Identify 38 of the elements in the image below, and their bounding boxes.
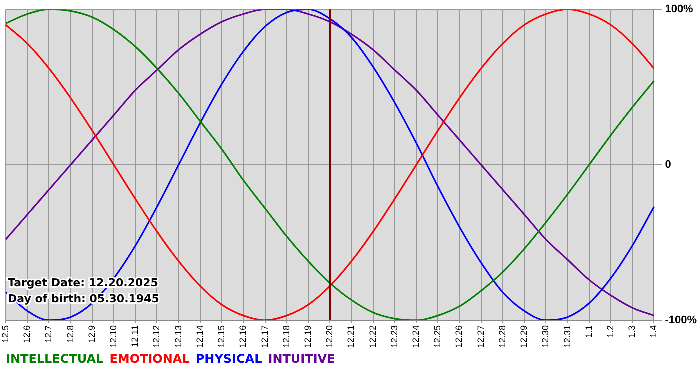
x-tick-label: 12.5 bbox=[0, 325, 10, 344]
text: EMOTIONAL bbox=[110, 352, 190, 366]
x-tick-label: 12.15 bbox=[216, 325, 227, 348]
x-tick-label: 12.11 bbox=[130, 325, 140, 348]
text: INTELLECTUAL bbox=[6, 352, 104, 366]
x-tick-label: 12.24 bbox=[411, 325, 422, 348]
x-tick-label: 12.12 bbox=[152, 325, 162, 348]
x-tick-label: 12.13 bbox=[173, 325, 184, 348]
x-tick-label: 12.20 bbox=[324, 325, 335, 348]
x-tick-label: 12.19 bbox=[302, 325, 313, 348]
x-tick-label: 12.28 bbox=[497, 325, 508, 348]
x-tick-label: 12.6 bbox=[22, 325, 32, 344]
x-tick-label: 12.10 bbox=[108, 325, 119, 348]
x-tick-label: 1.3 bbox=[627, 325, 638, 338]
y-tick-label: 0 bbox=[665, 159, 672, 172]
x-tick-label: 12.16 bbox=[238, 325, 248, 348]
text: PHYSICAL bbox=[196, 352, 262, 366]
x-tick-label: 12.31 bbox=[562, 325, 572, 348]
y-tick-label: -100% bbox=[665, 314, 698, 327]
x-tick-label: 12.29 bbox=[519, 325, 530, 348]
x-tick-label: 12.26 bbox=[454, 325, 464, 348]
x-tick-label: 12.14 bbox=[194, 325, 205, 348]
y-tick-label: 100% bbox=[665, 4, 694, 16]
x-tick-label: 12.25 bbox=[432, 325, 443, 348]
x-tick-label: 12.21 bbox=[346, 325, 356, 348]
text: INTUITIVE bbox=[268, 352, 336, 366]
x-tick-label: 1.4 bbox=[648, 325, 659, 338]
x-tick-label: 12.9 bbox=[86, 325, 97, 344]
x-tick-label: 12.8 bbox=[65, 325, 76, 344]
x-tick-label: 12.17 bbox=[260, 325, 270, 348]
x-tick-label: 1.2 bbox=[605, 325, 616, 338]
x-tick-label: 12.23 bbox=[389, 325, 400, 348]
x-tick-label: 12.27 bbox=[476, 325, 486, 348]
x-tick-label: 12.30 bbox=[540, 325, 551, 348]
x-tick-label: 12.18 bbox=[281, 325, 292, 348]
x-tick-label: 1.1 bbox=[584, 325, 594, 338]
x-tick-label: 12.7 bbox=[44, 325, 54, 344]
x-tick-label: 12.22 bbox=[368, 325, 378, 348]
